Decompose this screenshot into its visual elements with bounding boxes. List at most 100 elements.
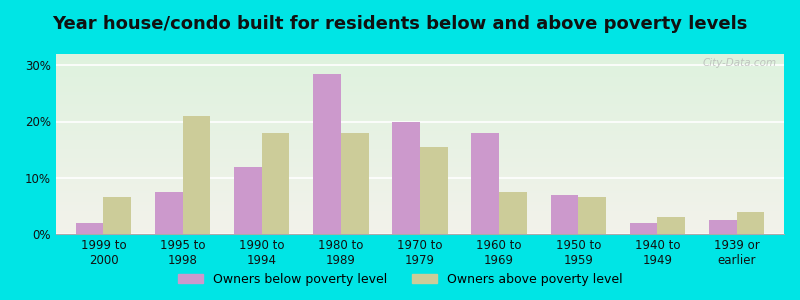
Bar xyxy=(56,92,784,94)
Bar xyxy=(56,173,784,175)
Bar xyxy=(56,103,784,104)
Bar xyxy=(56,119,784,121)
Bar xyxy=(56,148,784,149)
Bar xyxy=(56,196,784,198)
Text: City-Data.com: City-Data.com xyxy=(702,58,777,68)
Bar xyxy=(56,203,784,205)
Bar xyxy=(56,171,784,173)
Bar xyxy=(56,191,784,193)
Bar xyxy=(56,76,784,77)
Text: Year house/condo built for residents below and above poverty levels: Year house/condo built for residents bel… xyxy=(52,15,748,33)
Bar xyxy=(56,126,784,128)
Bar xyxy=(56,67,784,68)
Bar xyxy=(499,192,527,234)
Bar xyxy=(341,133,369,234)
Bar xyxy=(56,68,784,70)
Bar xyxy=(56,117,784,119)
Bar xyxy=(56,121,784,122)
Bar xyxy=(471,133,499,234)
Bar xyxy=(56,112,784,113)
Bar xyxy=(56,77,784,79)
Bar xyxy=(56,220,784,221)
Bar xyxy=(56,135,784,137)
Bar xyxy=(56,61,784,63)
Bar xyxy=(56,63,784,65)
Bar xyxy=(56,83,784,85)
Bar xyxy=(262,133,290,234)
Bar xyxy=(56,198,784,200)
Bar xyxy=(56,124,784,126)
Bar xyxy=(56,185,784,187)
Bar xyxy=(56,72,784,74)
Bar xyxy=(56,81,784,83)
Bar xyxy=(56,86,784,88)
Bar xyxy=(56,155,784,157)
Bar xyxy=(56,223,784,225)
Bar xyxy=(56,142,784,144)
Bar xyxy=(56,176,784,178)
Bar xyxy=(56,209,784,211)
Bar xyxy=(56,90,784,92)
Bar xyxy=(56,184,784,185)
Bar xyxy=(182,116,210,234)
Bar xyxy=(56,182,784,184)
Bar xyxy=(56,189,784,191)
Bar xyxy=(709,220,737,234)
Bar xyxy=(56,232,784,234)
Bar xyxy=(420,147,448,234)
Bar xyxy=(56,200,784,202)
Bar xyxy=(56,130,784,131)
Bar xyxy=(56,225,784,227)
Bar xyxy=(56,88,784,90)
Bar xyxy=(56,230,784,232)
Bar xyxy=(56,193,784,194)
Bar xyxy=(56,166,784,167)
Bar xyxy=(56,202,784,203)
Bar xyxy=(56,211,784,212)
Bar xyxy=(56,137,784,139)
Bar xyxy=(56,151,784,153)
Bar xyxy=(56,178,784,180)
Bar xyxy=(56,205,784,207)
Bar xyxy=(56,160,784,162)
Bar xyxy=(56,144,784,146)
Bar xyxy=(56,85,784,86)
Bar xyxy=(234,167,262,234)
Bar xyxy=(56,187,784,189)
Bar xyxy=(56,169,784,171)
Bar xyxy=(56,74,784,76)
Bar xyxy=(56,146,784,148)
Bar xyxy=(550,195,578,234)
Bar xyxy=(56,115,784,117)
Bar xyxy=(56,158,784,160)
Bar xyxy=(155,192,182,234)
Bar xyxy=(56,106,784,108)
Bar xyxy=(56,149,784,151)
Bar xyxy=(56,54,784,56)
Bar xyxy=(56,218,784,220)
Bar xyxy=(56,70,784,72)
Bar xyxy=(56,133,784,135)
Bar xyxy=(56,194,784,196)
Bar xyxy=(56,97,784,99)
Bar xyxy=(56,131,784,133)
Bar xyxy=(56,207,784,209)
Bar xyxy=(56,59,784,61)
Bar xyxy=(56,101,784,103)
Bar xyxy=(76,223,103,234)
Bar xyxy=(56,227,784,229)
Bar xyxy=(56,214,784,216)
Bar xyxy=(56,104,784,106)
Bar xyxy=(56,140,784,142)
Bar xyxy=(56,157,784,158)
Bar xyxy=(56,164,784,166)
Bar xyxy=(56,95,784,97)
Bar xyxy=(56,128,784,130)
Bar xyxy=(56,65,784,67)
Bar xyxy=(56,153,784,155)
Bar xyxy=(56,113,784,115)
Bar xyxy=(56,108,784,110)
Bar xyxy=(56,175,784,176)
Bar xyxy=(56,162,784,164)
Bar xyxy=(56,139,784,140)
